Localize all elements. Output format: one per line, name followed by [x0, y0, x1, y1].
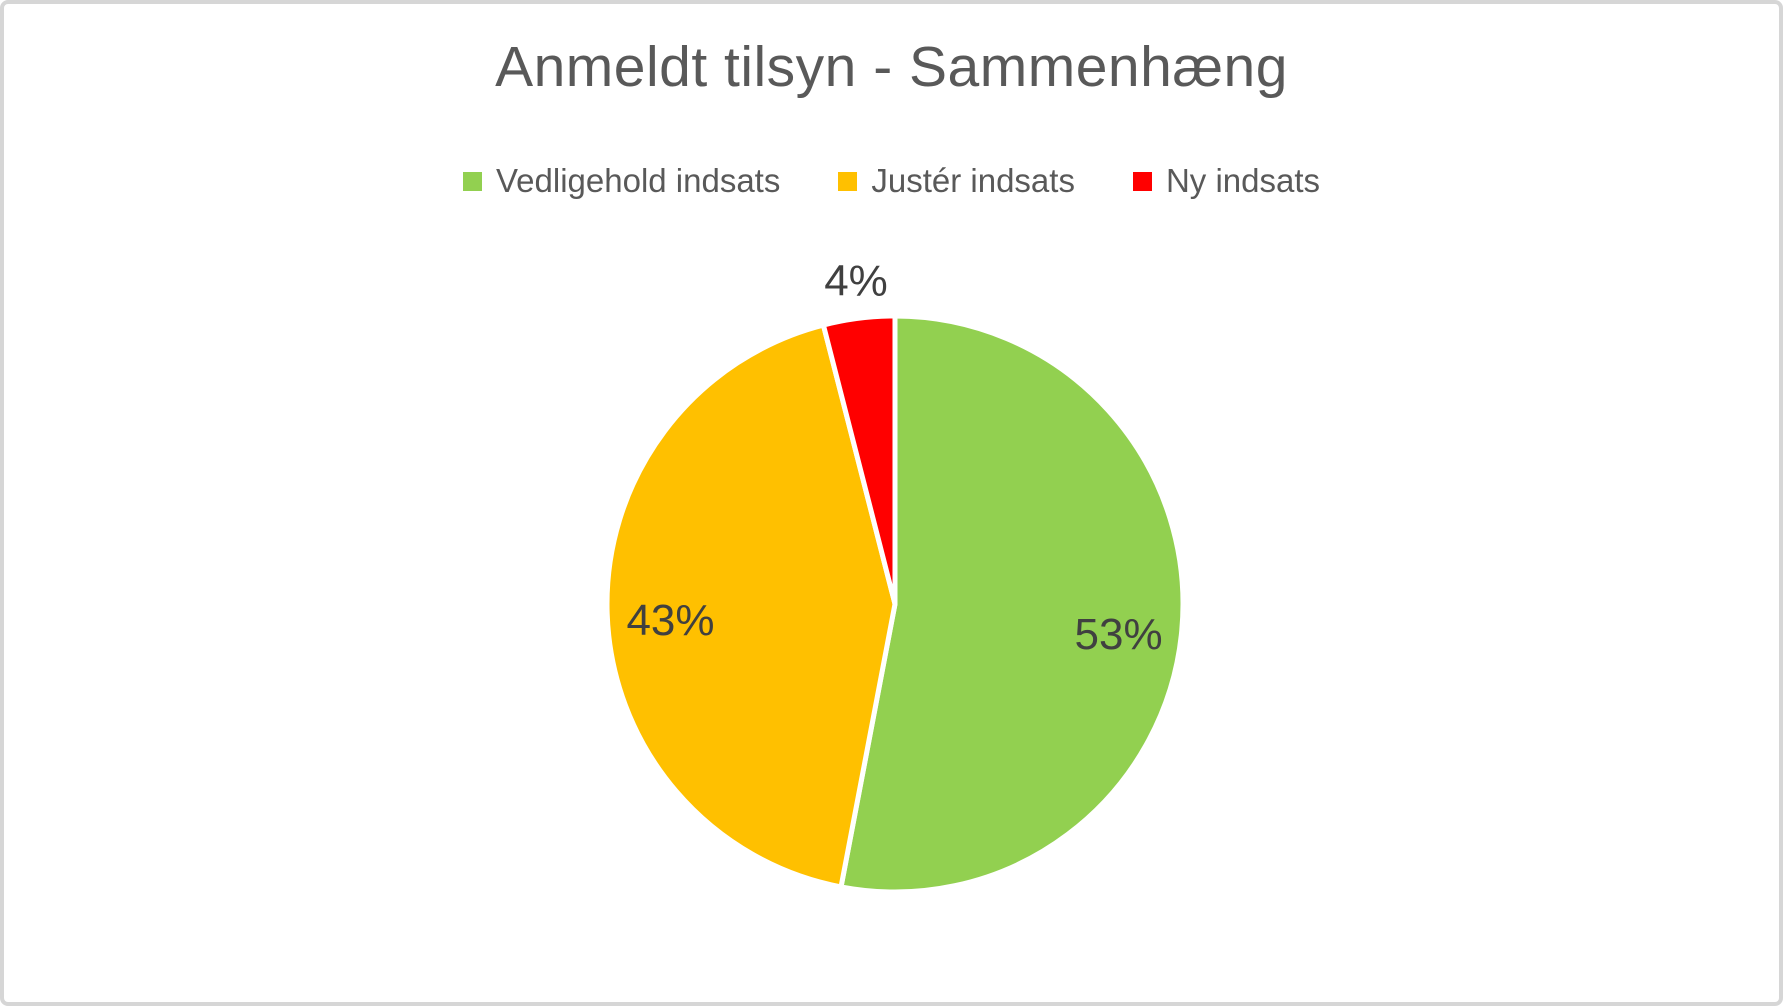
- pie-data-label: 43%: [626, 596, 714, 645]
- pie-data-label: 4%: [824, 256, 888, 305]
- legend-item: Ny indsats: [1132, 162, 1321, 200]
- yellow-square-icon: [838, 171, 858, 191]
- pie-slice-ny-indsats: [820, 313, 898, 607]
- pie-slice-just-r-indsats: [604, 322, 898, 890]
- pie-slice-vedligehold-indsats: [838, 313, 1186, 895]
- green-square-icon: [462, 171, 482, 191]
- legend-label: Ny indsats: [1165, 162, 1321, 199]
- legend-label: Justér indsats: [871, 162, 1075, 199]
- legend-label: Vedligehold indsats: [495, 162, 781, 199]
- red-square-icon: [1132, 171, 1152, 191]
- pie-chart: 53% 43% 4%: [604, 256, 1186, 895]
- legend-item: Vedligehold indsats: [462, 162, 781, 200]
- chart-title: Anmeldt tilsyn - Sammenhæng: [495, 35, 1288, 99]
- pie-data-label: 53%: [1075, 610, 1163, 659]
- legend: Vedligehold indsats Justér indsats Ny inds…: [4, 162, 1779, 200]
- legend-item: Justér indsats: [838, 162, 1075, 200]
